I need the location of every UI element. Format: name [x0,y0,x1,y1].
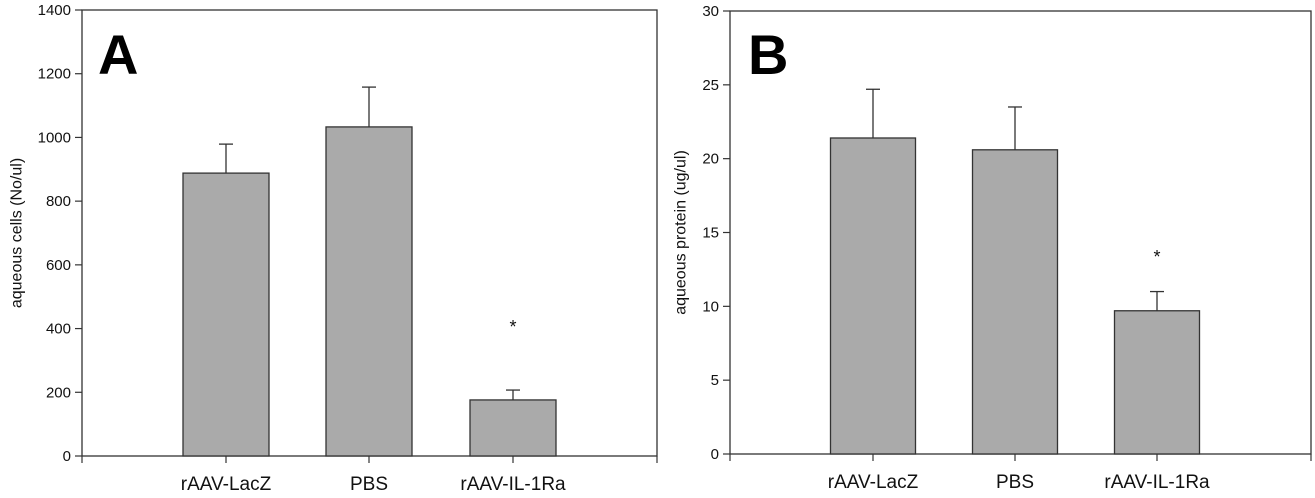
y-tick-label: 30 [702,3,719,20]
x-tick-label: PBS [350,474,388,495]
y-tick-label: 400 [46,321,71,338]
y-tick-label: 200 [46,384,71,401]
bar-pbs [971,149,1059,455]
bar-raav-lacz [829,137,917,455]
chart-panel-a: 0 200 400 600 800 1000 1200 1400 aqueous cells (… [9,2,658,495]
bar-raav-il-1ra [469,399,557,457]
bar-raav-il-1ra [1113,310,1201,455]
chart-panel-b: 0 5 10 15 20 25 30 aqueous protein (ug/ul) BrAAV… [673,3,1312,493]
y-axis-title: aqueous cells (No/ul) [9,158,26,308]
y-tick-label: 1200 [38,66,71,83]
significance-asterisk: * [509,317,516,337]
x-tick-label: rAAV-LacZ [828,472,919,493]
panel-letter: A [98,23,138,86]
x-tick-label: rAAV-IL-1Ra [460,474,566,495]
bar-raav-lacz [182,172,270,457]
significance-asterisk: * [1153,247,1160,267]
x-tick-label: rAAV-IL-1Ra [1104,472,1210,493]
y-tick-label: 0 [711,446,719,463]
y-tick-label: 15 [702,225,719,242]
y-tick-label: 10 [702,298,719,315]
y-tick-label: 5 [711,372,719,389]
x-tick-label: PBS [996,472,1034,493]
y-tick-label: 0 [63,448,71,465]
y-tick-label: 25 [702,77,719,94]
y-axis-title: aqueous protein (ug/ul) [673,150,690,315]
y-tick-label: 600 [46,257,71,274]
x-tick-label: rAAV-LacZ [181,474,272,495]
bar-pbs [325,126,413,457]
y-tick-label: 1000 [38,129,71,146]
y-tick-label: 800 [46,193,71,210]
y-tick-label: 1400 [38,2,71,19]
panel-letter: B [748,23,788,86]
y-tick-label: 20 [702,151,719,168]
